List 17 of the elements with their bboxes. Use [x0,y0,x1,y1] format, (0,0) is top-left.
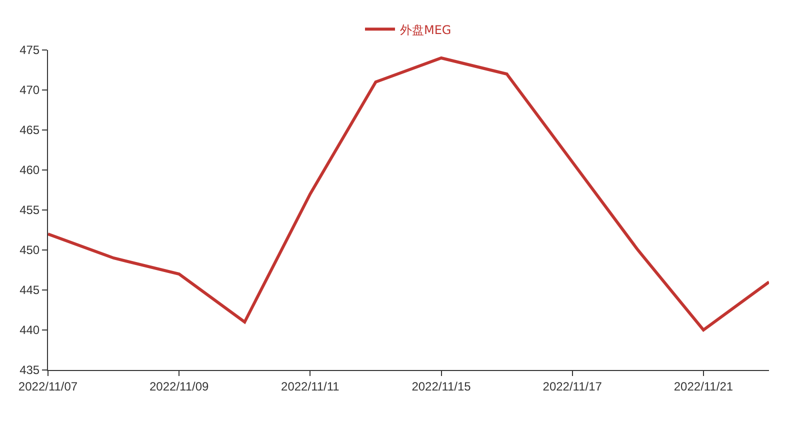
y-tick-label: 470 [20,83,40,98]
x-tick-label: 2022/11/15 [412,379,472,394]
line-series [48,56,769,332]
x-tick-label: 2022/11/17 [542,379,602,394]
y-tick-label: 460 [20,163,40,178]
y-tick-label: 475 [20,43,40,58]
y-tick-label: 450 [20,243,40,258]
x-tick-label: 2022/11/21 [674,379,734,394]
x-tick-label: 2022/11/09 [150,379,209,394]
y-tick-label: 435 [20,363,40,378]
x-tick-label: 2022/11/11 [281,379,340,394]
legend-label: 外盘MEG [400,22,452,37]
y-tick-label: 455 [20,203,40,218]
x-tick-label: 2022/11/07 [18,379,78,394]
y-tick-label: 440 [20,323,40,338]
y-tick-label: 445 [20,283,40,298]
y-tick-label: 465 [20,123,40,138]
